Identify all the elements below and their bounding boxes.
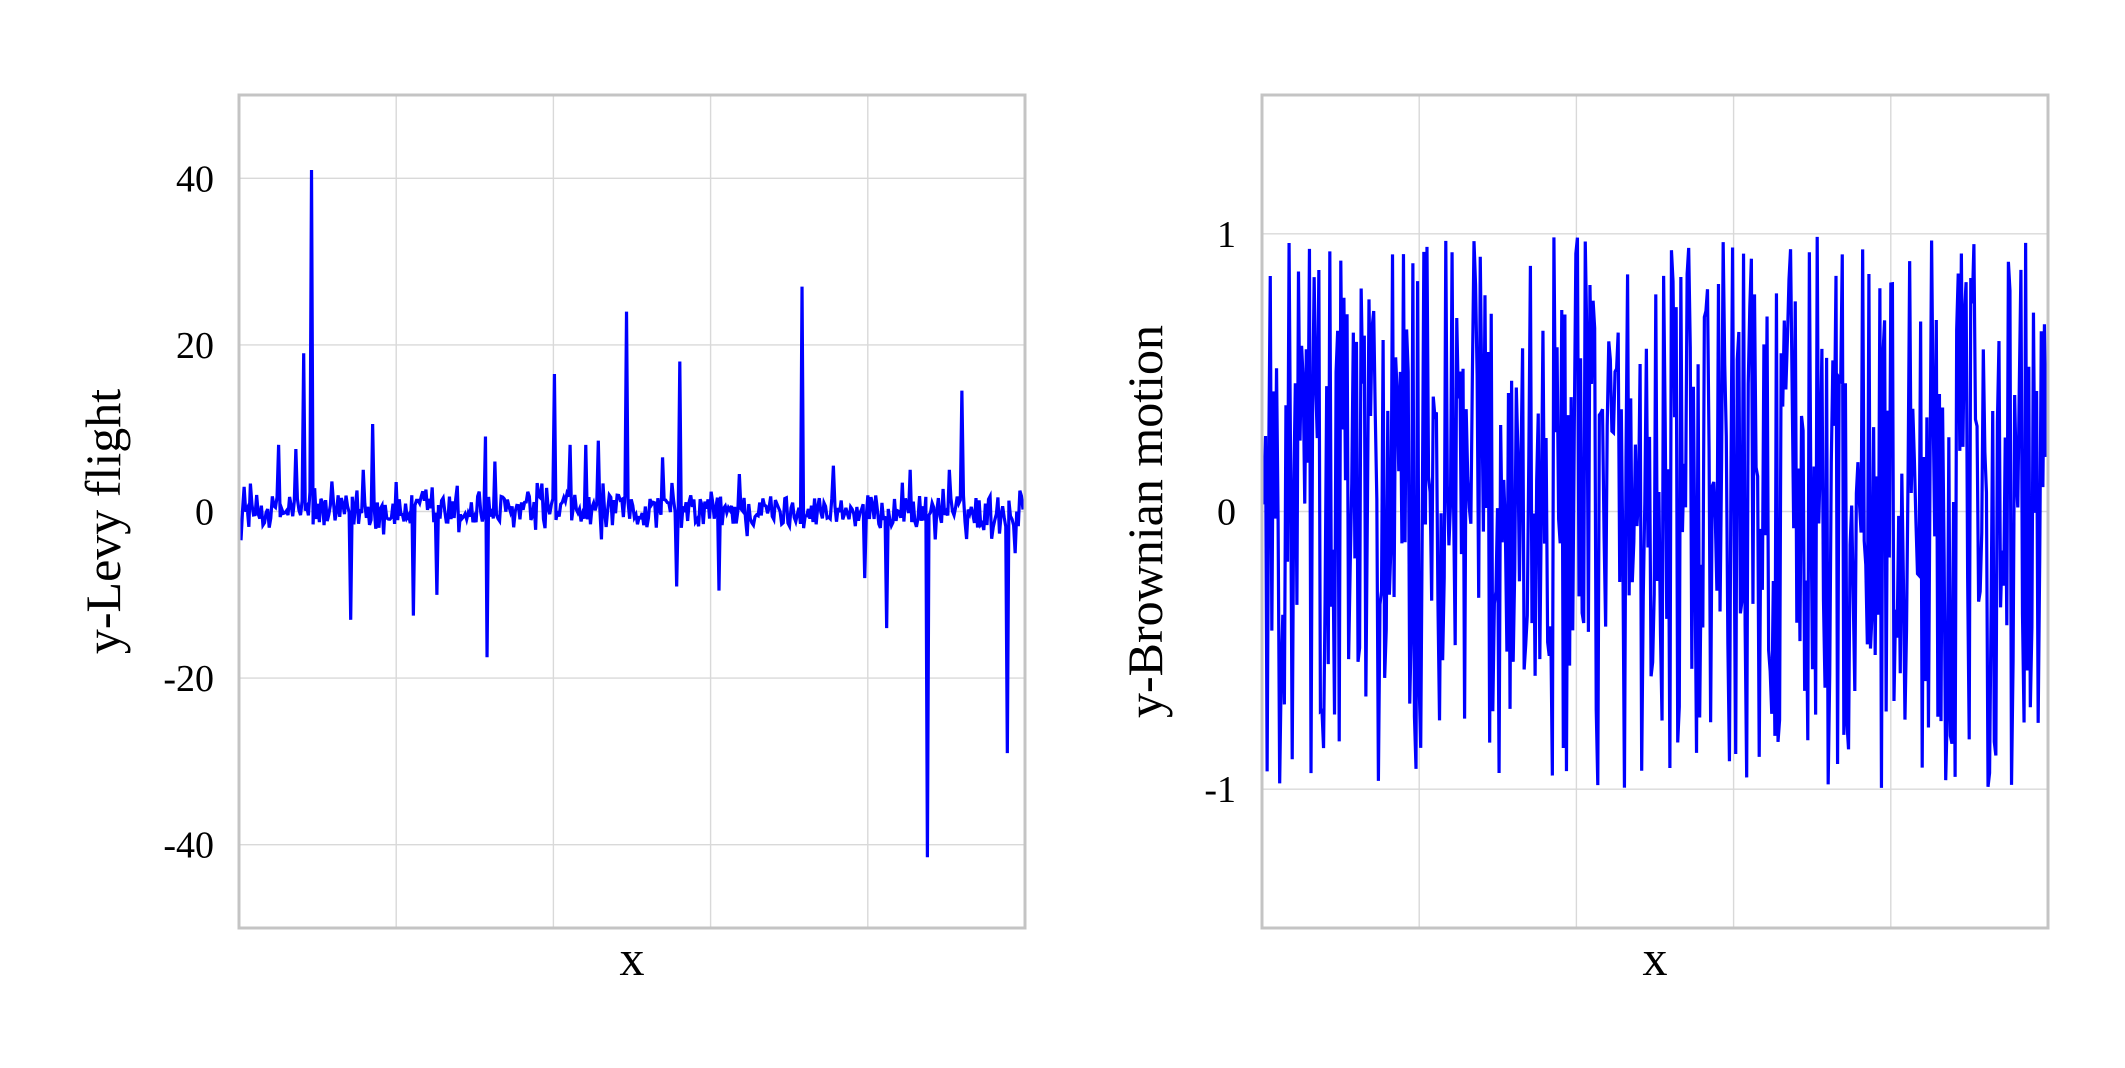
brownian-y-tick-label: -1 (1204, 769, 1236, 811)
levy-y-tick-label: 40 (176, 158, 214, 200)
levy-y-ticks: -40 -20 0 20 40 (163, 158, 214, 866)
levy-y-tick-label: 0 (195, 492, 214, 534)
brownian-series-line (1262, 236, 2048, 788)
brownian-plot-frame (1260, 93, 2050, 930)
brownian-x-axis-label: x (1643, 930, 1668, 986)
levy-plot-frame (237, 93, 1027, 930)
levy-y-axis-label: y-Levy flight (75, 389, 131, 654)
brownian-y-tick-label: 1 (1217, 214, 1236, 256)
levy-y-tick-label: -20 (163, 658, 214, 700)
brownian-y-ticks: -1 0 1 (1204, 214, 1236, 811)
levy-y-tick-label: 20 (176, 325, 214, 367)
brownian-motion-chart: -1 0 1 x y-Brownian motion (1117, 93, 2050, 986)
brownian-y-axis-label: y-Brownian motion (1117, 325, 1173, 718)
levy-x-axis-label: x (620, 930, 645, 986)
levy-y-tick-label: -40 (163, 825, 214, 867)
brownian-y-tick-label: 0 (1217, 492, 1236, 534)
levy-flight-chart: -40 -20 0 20 40 x y-Levy flight (75, 93, 1027, 986)
levy-series-line (239, 169, 1025, 858)
